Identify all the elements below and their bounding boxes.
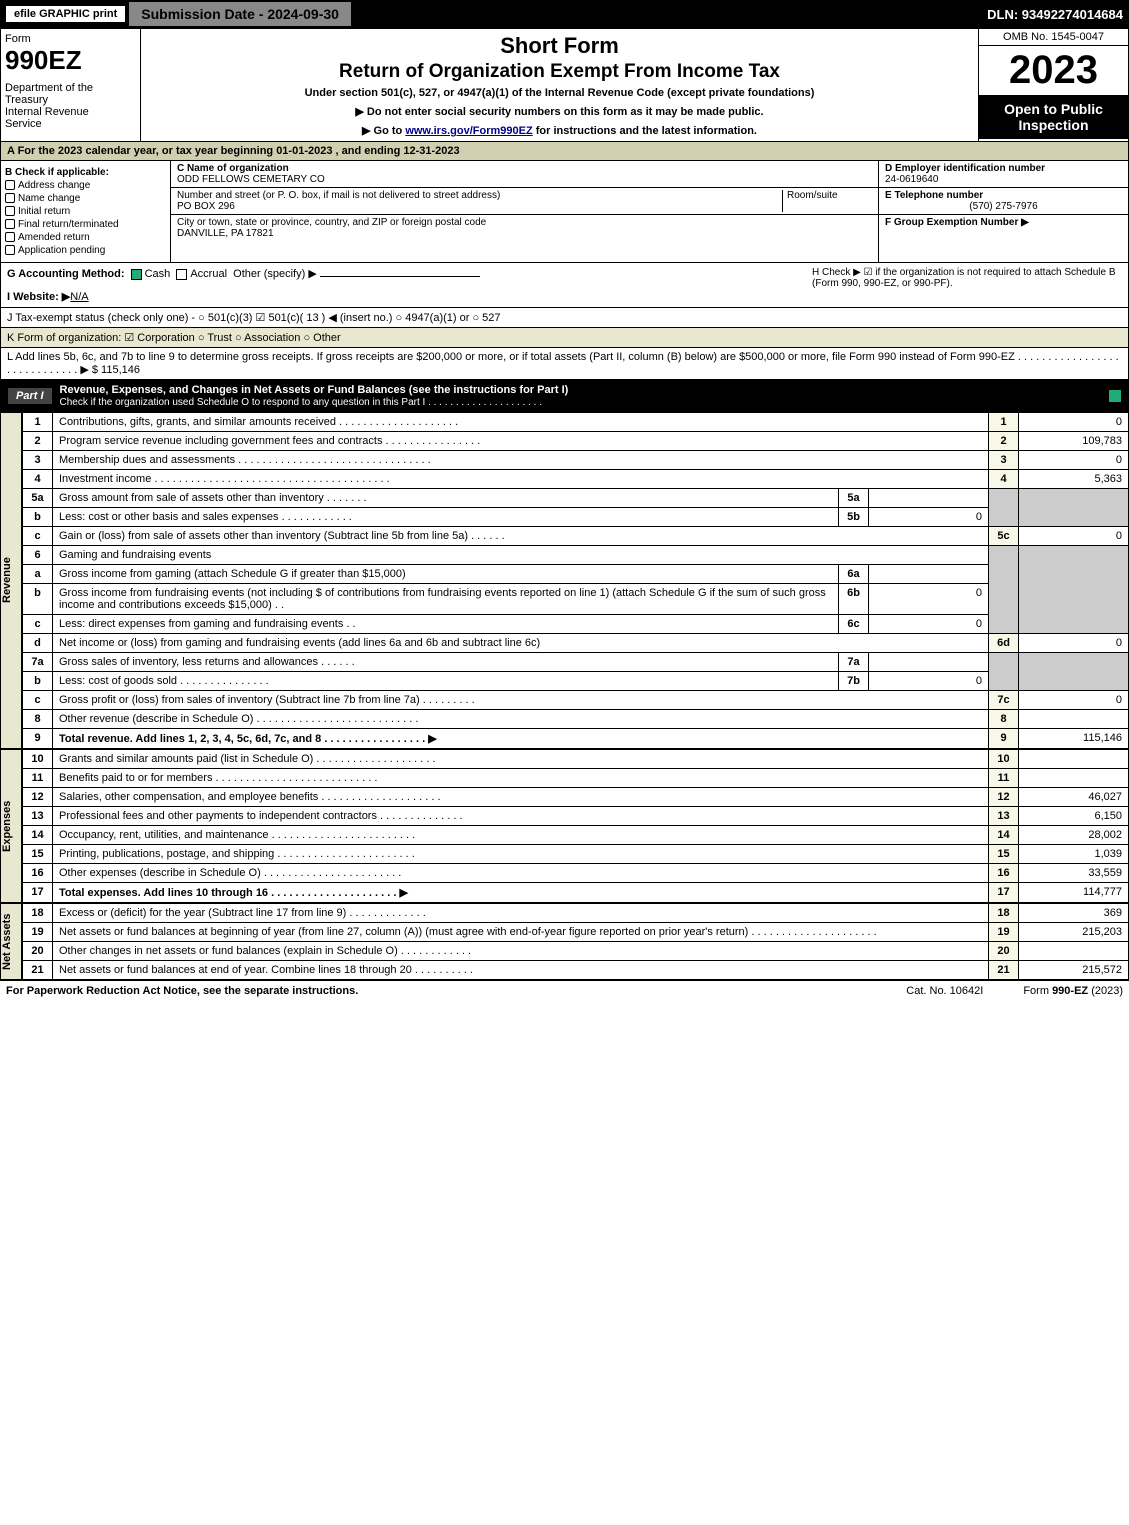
dln-label: DLN: 93492274014684	[987, 7, 1123, 22]
header-left: Form 990EZ Department of theTreasuryInte…	[1, 29, 141, 141]
footer-mid: Cat. No. 10642I	[906, 985, 983, 997]
chk-cash[interactable]	[131, 269, 142, 280]
tel-label: E Telephone number	[885, 190, 983, 201]
part-1-label: Part I	[8, 388, 52, 404]
revenue-side-label: Revenue	[0, 412, 22, 749]
part-1-header: Part I Revenue, Expenses, and Changes in…	[0, 380, 1129, 412]
irs-link[interactable]: www.irs.gov/Form990EZ	[405, 125, 532, 137]
open-public-label: Open to Public Inspection	[979, 95, 1128, 139]
street-value: PO BOX 296	[177, 201, 235, 212]
row-i-website: I Website: ▶	[7, 291, 70, 303]
group-exemption: F Group Exemption Number ▶	[879, 215, 1128, 230]
street-label: Number and street (or P. O. box, if mail…	[177, 190, 500, 201]
chk-application-pending[interactable]: Application pending	[5, 245, 166, 256]
chk-address-change[interactable]: Address change	[5, 180, 166, 191]
form-header: Form 990EZ Department of theTreasuryInte…	[0, 28, 1129, 142]
expenses-side-label: Expenses	[0, 749, 22, 903]
row-g-h: G Accounting Method: Cash Accrual Other …	[0, 263, 1129, 308]
ein-value: 24-0619640	[885, 174, 938, 185]
tax-year: 2023	[979, 46, 1128, 95]
chk-initial-return[interactable]: Initial return	[5, 206, 166, 217]
col-d-ein-tel: D Employer identification number 24-0619…	[878, 161, 1128, 262]
city-block: City or town, state or province, country…	[171, 215, 878, 241]
footer-right: Form 990-EZ (2023)	[1023, 985, 1123, 997]
row-a-calendar-year: A For the 2023 calendar year, or tax yea…	[0, 142, 1129, 161]
efile-label[interactable]: efile GRAPHIC print	[6, 6, 125, 22]
omb-number: OMB No. 1545-0047	[979, 29, 1128, 46]
form-label: Form	[5, 33, 136, 45]
col-c-org-info: C Name of organization ODD FELLOWS CEMET…	[171, 161, 878, 262]
org-name: ODD FELLOWS CEMETARY CO	[177, 174, 325, 185]
header-right: OMB No. 1545-0047 2023 Open to Public In…	[978, 29, 1128, 141]
chk-amended-return[interactable]: Amended return	[5, 232, 166, 243]
row-g-accounting: G Accounting Method: Cash Accrual Other …	[7, 267, 812, 303]
under-section: Under section 501(c), 527, or 4947(a)(1)…	[149, 87, 970, 99]
revenue-table: 1Contributions, gifts, grants, and simil…	[22, 412, 1129, 749]
row-h-schedule-b: H Check ▶ ☑ if the organization is not r…	[812, 267, 1122, 303]
tel-value: (570) 275-7976	[885, 201, 1122, 212]
form-number: 990EZ	[5, 45, 136, 76]
org-name-block: C Name of organization ODD FELLOWS CEMET…	[171, 161, 878, 188]
department-label: Department of theTreasuryInternal Revenu…	[5, 82, 136, 130]
name-label: C Name of organization	[177, 163, 289, 174]
col-b-checkboxes: B Check if applicable: Address change Na…	[1, 161, 171, 262]
tel-block: E Telephone number (570) 275-7976	[879, 188, 1128, 215]
ein-block: D Employer identification number 24-0619…	[879, 161, 1128, 188]
note-goto: ▶ Go to www.irs.gov/Form990EZ for instru…	[149, 124, 970, 137]
revenue-section: Revenue 1Contributions, gifts, grants, a…	[0, 412, 1129, 749]
chk-final-return[interactable]: Final return/terminated	[5, 219, 166, 230]
netassets-side-label: Net Assets	[0, 903, 22, 980]
row-k-form-org: K Form of organization: ☑ Corporation ○ …	[0, 328, 1129, 348]
submission-date: Submission Date - 2024-09-30	[129, 2, 351, 26]
section-bcd: B Check if applicable: Address change Na…	[0, 161, 1129, 263]
room-label: Room/suite	[782, 190, 872, 212]
header-middle: Short Form Return of Organization Exempt…	[141, 29, 978, 141]
expenses-section: Expenses 10Grants and similar amounts pa…	[0, 749, 1129, 903]
note-ssn: ▶ Do not enter social security numbers o…	[149, 105, 970, 118]
expenses-table: 10Grants and similar amounts paid (list …	[22, 749, 1129, 903]
footer-left: For Paperwork Reduction Act Notice, see …	[6, 985, 358, 997]
page-footer: For Paperwork Reduction Act Notice, see …	[0, 980, 1129, 1001]
note2-post: for instructions and the latest informat…	[533, 125, 757, 137]
chk-name-change[interactable]: Name change	[5, 193, 166, 204]
netassets-table: 18Excess or (deficit) for the year (Subt…	[22, 903, 1129, 980]
short-form-title: Short Form	[149, 33, 970, 59]
city-label: City or town, state or province, country…	[177, 217, 486, 228]
top-bar: efile GRAPHIC print Submission Date - 20…	[0, 0, 1129, 28]
row-j-tax-exempt: J Tax-exempt status (check only one) - ○…	[0, 308, 1129, 328]
street-block: Number and street (or P. O. box, if mail…	[171, 188, 878, 215]
city-value: DANVILLE, PA 17821	[177, 228, 274, 239]
chk-accrual[interactable]	[176, 269, 187, 280]
row-l-gross-receipts: L Add lines 5b, 6c, and 7b to line 9 to …	[0, 348, 1129, 380]
part-1-checkbox[interactable]	[1109, 390, 1121, 402]
group-label: F Group Exemption Number ▶	[885, 217, 1029, 228]
ein-label: D Employer identification number	[885, 163, 1045, 174]
gross-receipts-amount: 115,146	[101, 364, 140, 376]
col-b-title: B Check if applicable:	[5, 167, 166, 178]
netassets-section: Net Assets 18Excess or (deficit) for the…	[0, 903, 1129, 980]
return-title: Return of Organization Exempt From Incom…	[149, 61, 970, 83]
part-1-title: Revenue, Expenses, and Changes in Net As…	[60, 384, 1105, 408]
website-value: N/A	[70, 291, 88, 303]
note2-pre: ▶ Go to	[362, 125, 405, 137]
